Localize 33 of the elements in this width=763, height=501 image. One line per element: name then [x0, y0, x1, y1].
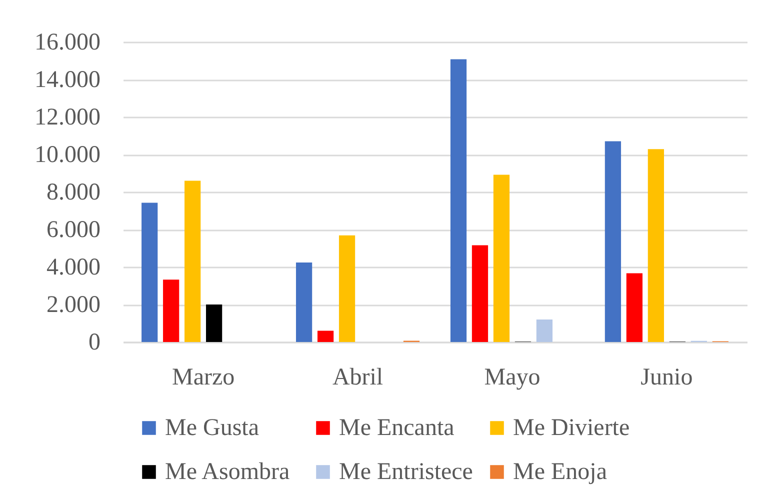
y-tick-label: 4.000 [46, 254, 100, 280]
bar [626, 273, 643, 342]
legend-label: Me Gusta [165, 415, 260, 441]
bar [296, 262, 312, 342]
x-tick-label: Junio [640, 364, 693, 390]
y-tick-label: 10.000 [34, 142, 100, 168]
bar [317, 330, 334, 342]
y-tick-label: 8.000 [46, 180, 100, 206]
bar [604, 141, 622, 342]
bar [142, 202, 158, 342]
legend-label: Me Encanta [339, 415, 455, 441]
legend-label: Me Enoja [513, 459, 608, 485]
bar [536, 320, 553, 342]
legend-label: Me Asombra [165, 459, 290, 485]
y-tick-label: 14.000 [34, 67, 100, 93]
bar [450, 59, 467, 342]
bar [163, 280, 180, 342]
legend-label: Me Divierte [513, 415, 630, 441]
x-tick-label: Marzo [172, 364, 235, 390]
y-tick-label: 12.000 [34, 104, 100, 130]
y-tick-label: 0 [88, 330, 100, 356]
bar [472, 245, 488, 342]
bar [493, 174, 510, 342]
legend-label: Me Entristece [339, 459, 473, 485]
bar [648, 149, 664, 342]
y-tick-label: 2.000 [46, 292, 100, 318]
y-tick-label: 16.000 [34, 30, 100, 56]
x-tick-label: Abril [332, 364, 384, 390]
bar [206, 304, 222, 342]
bar [184, 180, 201, 342]
bar [338, 235, 356, 342]
y-tick-label: 6.000 [46, 217, 100, 243]
x-tick-label: Mayo [484, 364, 540, 390]
